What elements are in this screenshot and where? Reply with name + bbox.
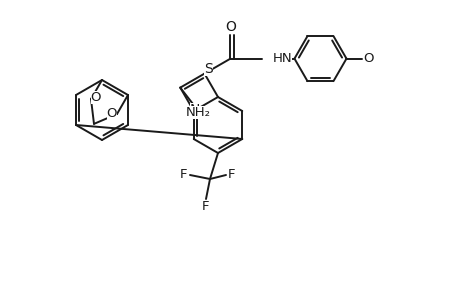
Text: O: O bbox=[224, 20, 235, 34]
Text: S: S bbox=[204, 61, 213, 76]
Text: O: O bbox=[363, 52, 373, 65]
Text: HN: HN bbox=[272, 52, 291, 65]
Text: O: O bbox=[106, 106, 117, 120]
Text: F: F bbox=[180, 169, 187, 182]
Text: N: N bbox=[189, 103, 200, 117]
Text: F: F bbox=[228, 169, 235, 182]
Text: NH₂: NH₂ bbox=[185, 106, 210, 119]
Text: F: F bbox=[202, 200, 209, 212]
Text: O: O bbox=[90, 91, 101, 103]
